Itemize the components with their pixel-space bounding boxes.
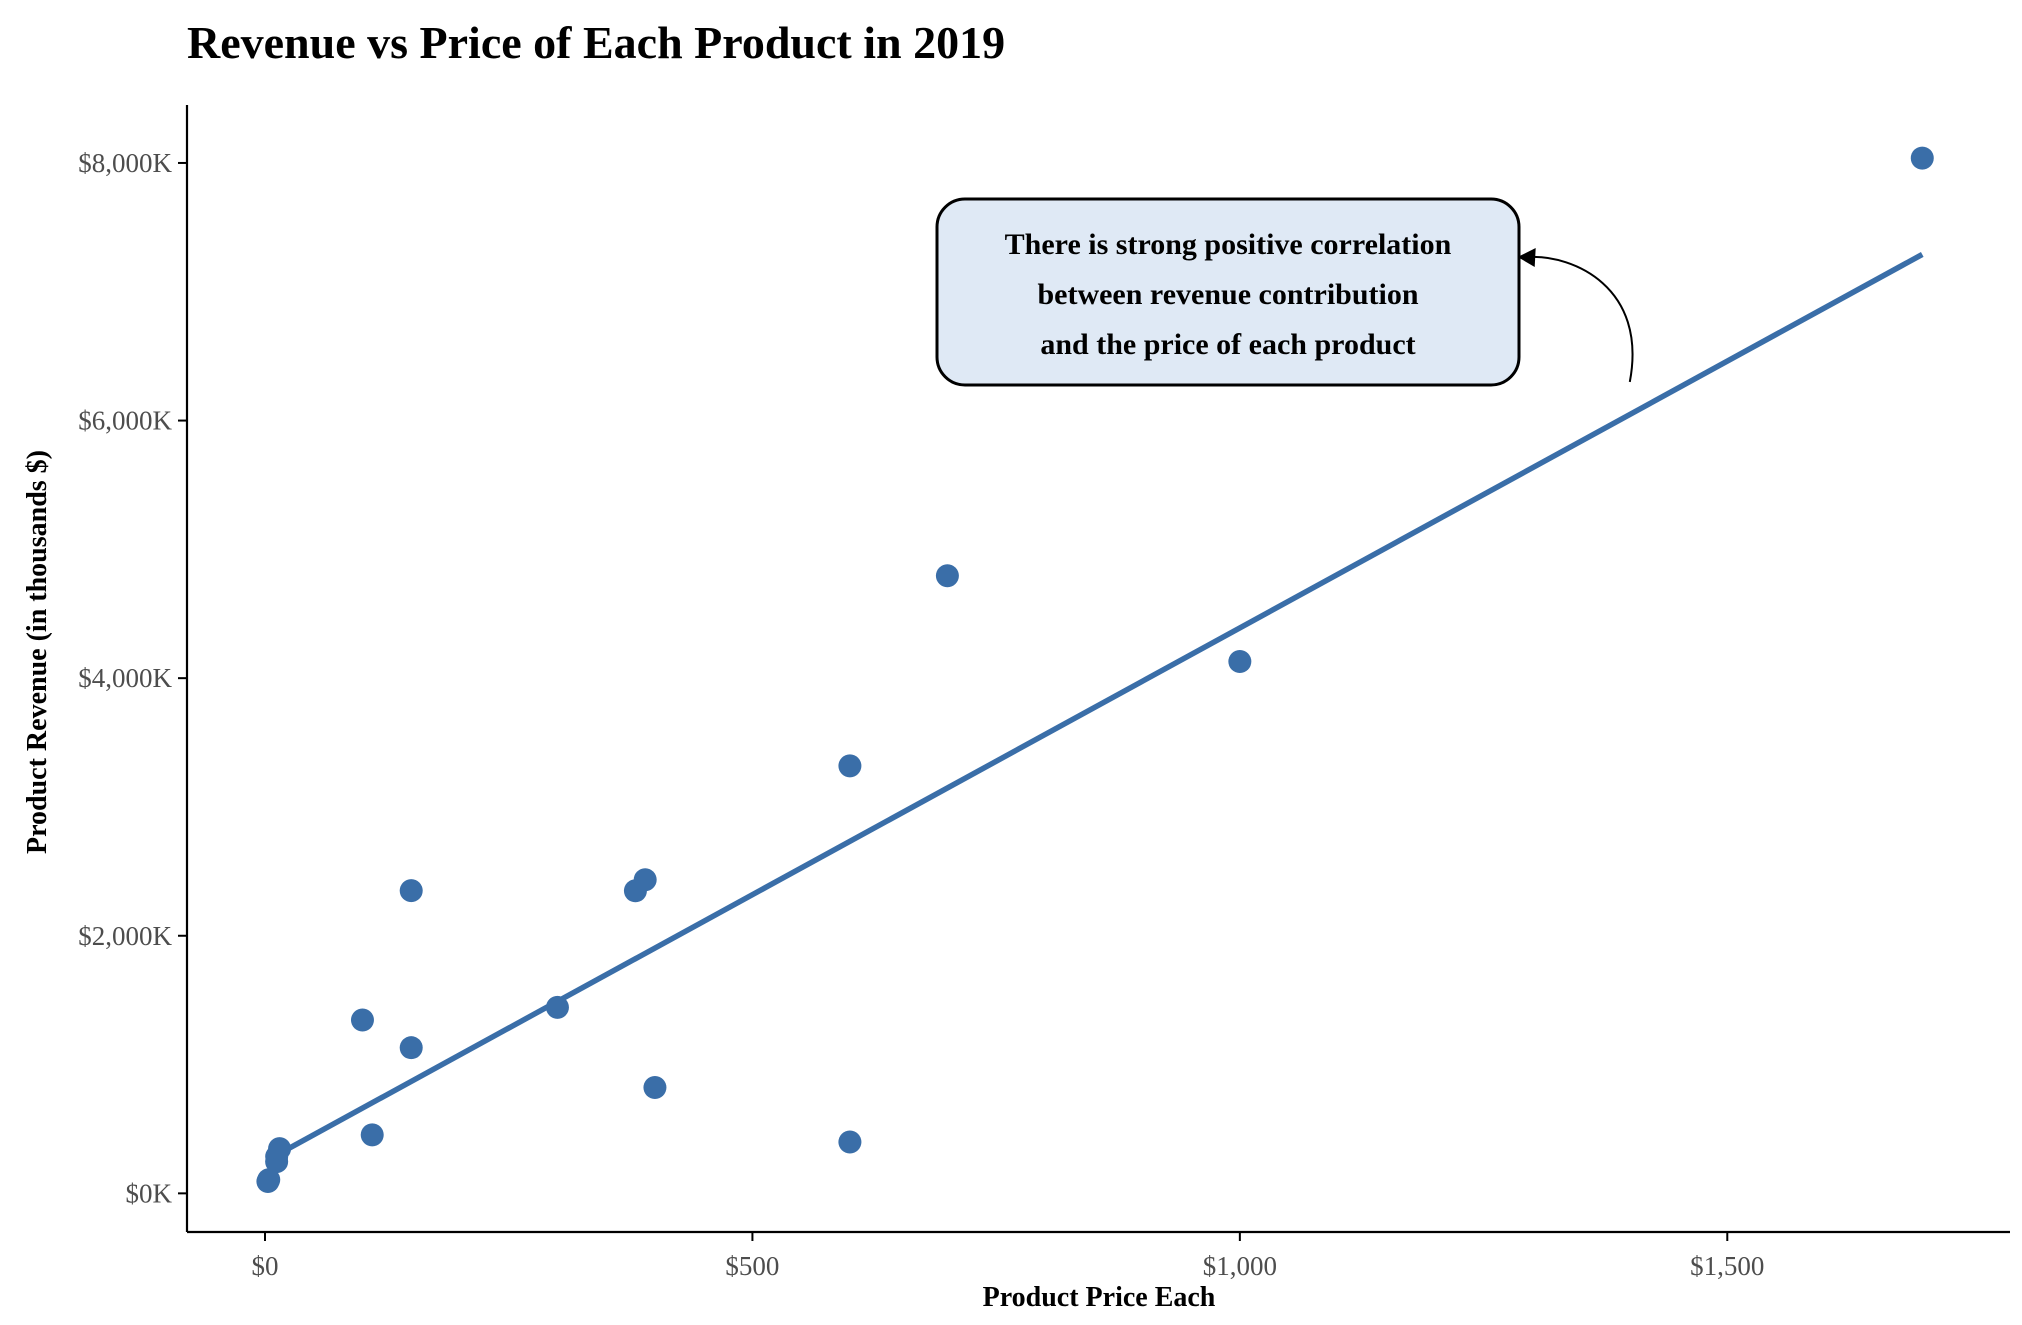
annotation-arrowhead bbox=[1517, 247, 1536, 267]
data-point bbox=[838, 754, 862, 778]
y-tick-label: $8,000K bbox=[78, 148, 172, 178]
y-tick-label: $6,000K bbox=[78, 406, 172, 436]
x-axis-title: Product Price Each bbox=[983, 1282, 1216, 1313]
annotation-arrow bbox=[1529, 255, 1634, 383]
x-tick-label: $500 bbox=[725, 1251, 779, 1281]
x-tick-label: $1,000 bbox=[1203, 1251, 1277, 1281]
trend-line bbox=[266, 251, 1924, 1163]
chart-title: Revenue vs Price of Each Product in 2019 bbox=[187, 17, 1005, 68]
annotation-text-line: between revenue contribution bbox=[1037, 278, 1418, 311]
annotation-box bbox=[935, 197, 1521, 387]
data-point bbox=[1910, 146, 1934, 170]
x-tick-label: $1,500 bbox=[1690, 1251, 1764, 1281]
annotation-text-line: and the price of each product bbox=[1040, 328, 1415, 361]
data-point bbox=[268, 1137, 292, 1161]
data-point bbox=[545, 995, 569, 1019]
y-axis-title: Product Revenue (in thousands $) bbox=[22, 450, 53, 854]
data-point bbox=[399, 879, 423, 903]
x-tick-label: $0 bbox=[251, 1251, 278, 1281]
data-point bbox=[838, 1130, 862, 1154]
data-point bbox=[1228, 650, 1252, 674]
data-point bbox=[257, 1168, 281, 1192]
plot-area: $0 $500 $1,000 $1,500 $0K $2,000K $4,000K $6,00… bbox=[78, 105, 2010, 1281]
data-point bbox=[935, 564, 959, 588]
data-point bbox=[360, 1123, 384, 1147]
data-point bbox=[350, 1008, 374, 1032]
data-point bbox=[643, 1075, 667, 1099]
y-tick-label: $4,000K bbox=[78, 663, 172, 693]
y-tick-label: $0K bbox=[126, 1178, 173, 1208]
data-point bbox=[633, 868, 657, 892]
y-tick-label: $2,000K bbox=[78, 921, 172, 951]
annotation-text-line: There is strong positive correlation bbox=[1005, 228, 1452, 261]
data-point bbox=[399, 1036, 423, 1060]
